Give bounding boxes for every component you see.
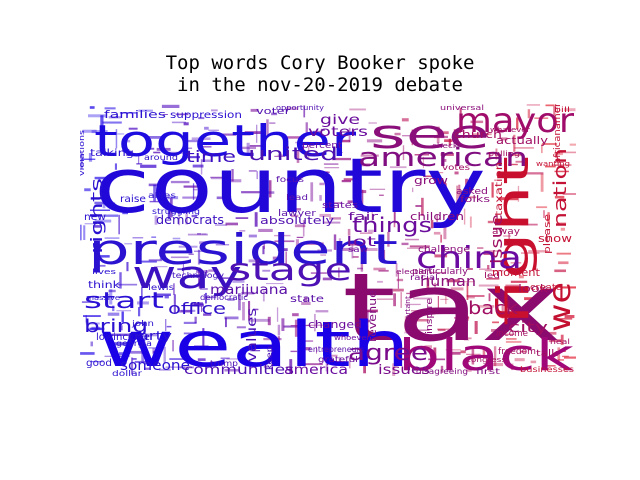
word-technology: technology (172, 271, 224, 280)
word-led: led (484, 271, 500, 280)
word-lewis: lewis (148, 283, 174, 292)
word-actually: actually (496, 134, 549, 147)
word-around: around (144, 153, 178, 162)
word-votes: votes (442, 163, 470, 172)
word-challenge: challenge (418, 245, 471, 255)
word-communities: communities (184, 363, 294, 376)
word-suppression: suppression (170, 110, 242, 121)
word-john: john (131, 319, 154, 328)
word-income: income (496, 329, 528, 339)
word-talking: talking (90, 148, 134, 159)
word-lead: lead (286, 193, 308, 202)
word-values: values (245, 308, 260, 362)
word-taxation: taxation (494, 162, 505, 216)
word-bill: bill (554, 106, 570, 114)
word-keep: keep (265, 346, 274, 370)
word-georgia: georgia (116, 339, 152, 348)
word-voters: voters (308, 125, 368, 140)
word-wanting: wanting (536, 160, 570, 168)
word-grow: grow (414, 174, 448, 187)
word-saw: saw (348, 245, 369, 254)
word-focus: focus (276, 175, 304, 184)
word-entrepreneurs: entrepreneurs (308, 345, 364, 354)
word-america: america (284, 363, 348, 376)
word-talk: talk (536, 349, 559, 359)
word-opportunity: opportunity (276, 104, 324, 112)
word-violations: violations (80, 130, 86, 176)
word-trump: trump (210, 359, 238, 368)
word-create: create (530, 283, 563, 293)
chart-title-line-2: in the nov-20-2019 debate (0, 74, 640, 96)
word-families: families (104, 108, 166, 121)
word-election: election (396, 268, 432, 276)
word-massive: massive (86, 294, 120, 302)
word-new: new (84, 212, 106, 223)
word-fair: fair (348, 210, 379, 223)
word-dollar: dollar (112, 369, 143, 376)
chart-title-line-1: Top words Cory Booker spoke (0, 52, 640, 74)
word-heal: heal (550, 338, 570, 346)
word-whatever: whatever (490, 126, 530, 134)
word-think: think (88, 280, 120, 291)
word-first: first (476, 367, 500, 376)
word-struggling: struggling (152, 207, 200, 216)
word-pulling: pulling (488, 150, 520, 158)
chart-title: Top words Cory Booker spoke in the nov-2… (0, 52, 640, 96)
word-good: good (86, 358, 112, 369)
word-important: important (404, 296, 412, 334)
word-states: states (322, 201, 358, 211)
word-businesses: businesses (520, 365, 574, 374)
word-whoever: whoever (334, 334, 370, 342)
word-time: time (186, 147, 236, 166)
word-away: away (492, 227, 521, 237)
word-democratic: democratic (200, 293, 248, 302)
word-state: state (290, 294, 324, 305)
word-changed: changed (308, 318, 362, 331)
word-folks: folks (460, 195, 490, 205)
word-percent: percent (302, 141, 343, 151)
word-lives: lives (92, 268, 117, 276)
word-allies: allies (148, 191, 176, 200)
word-children: children (410, 210, 464, 223)
word-please: please (543, 213, 553, 254)
word-raise: raise (120, 194, 146, 205)
word-back: back (468, 298, 519, 319)
word-grateful: grateful (318, 355, 358, 364)
word-inspire: inspire (425, 297, 435, 334)
word-disagreeing: disagreeing (416, 367, 468, 376)
word-universal: universal (440, 104, 484, 112)
word-issue: issue (487, 214, 506, 264)
word-check: check (432, 142, 459, 150)
word-lawyer: lawyer (278, 209, 316, 219)
word-congress: congress (466, 356, 506, 364)
